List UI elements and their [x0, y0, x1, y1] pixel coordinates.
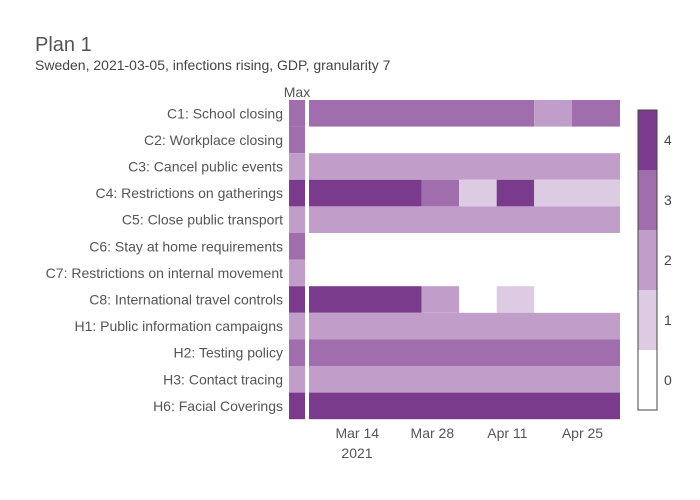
heatmap-cell: [571, 100, 620, 127]
heatmap-cell: [309, 339, 620, 366]
row-label: C2: Workplace closing: [144, 132, 283, 148]
heatmap-cell: [459, 179, 497, 207]
heatmap-cell: [534, 100, 572, 127]
row-label: C6: Stay at home requirements: [89, 238, 283, 254]
max-column-label: Max: [284, 84, 310, 100]
row-label: H2: Testing policy: [174, 345, 283, 361]
colorbar-band: [638, 290, 657, 350]
max-cell: [289, 179, 305, 207]
chart-subtitle: Sweden, 2021-03-05, infections rising, G…: [35, 57, 391, 73]
colorbar-tick-label: 0: [664, 372, 672, 388]
x-axis-ticks: Mar 14 Mar 28 Apr 11 Apr 25: [335, 425, 603, 441]
row-label: C4: Restrictions on gatherings: [95, 185, 283, 201]
colorbar: 0 1 2 3 4: [637, 109, 672, 411]
colorbar-band: [638, 230, 657, 290]
max-column: [289, 100, 305, 420]
x-tick-label: Apr 25: [562, 425, 603, 441]
heatmap-cell: [309, 286, 422, 313]
x-tick-label: Mar 28: [411, 425, 455, 441]
heatmap-cell: [309, 392, 620, 420]
row-label: C3: Cancel public events: [128, 159, 283, 175]
x-tick-label: Apr 11: [487, 425, 527, 441]
heatmap-cell: [309, 100, 535, 127]
colorbar-tick-label: 1: [664, 312, 672, 328]
heatmap-cell: [309, 153, 620, 180]
max-cell: [289, 233, 305, 260]
max-cell: [289, 339, 305, 366]
colorbar-band: [638, 110, 657, 170]
colorbar-tick-label: 2: [664, 252, 672, 268]
heatmap-cell: [534, 179, 620, 207]
colorbar-tick-label: 4: [664, 132, 672, 148]
row-label: H1: Public information campaigns: [74, 318, 283, 334]
heatmap-cell: [496, 179, 535, 207]
heatmap-cell: [496, 286, 535, 313]
max-cell: [289, 392, 305, 420]
row-label: C7: Restrictions on internal movement: [46, 265, 283, 281]
max-cell: [289, 312, 305, 340]
chart-title: Plan 1: [35, 34, 92, 56]
colorbar-outline: [637, 109, 658, 411]
x-tick-label: Mar 14: [335, 425, 379, 441]
max-cell: [289, 259, 305, 287]
heatmap-cell: [421, 179, 460, 207]
heatmap-cells: [309, 100, 620, 420]
max-cell: [289, 206, 305, 233]
row-label: C5: Close public transport: [122, 212, 283, 228]
row-labels: C1: School closing C2: Workplace closing C…: [46, 105, 283, 414]
heatmap-cell: [309, 366, 620, 393]
row-label: C1: School closing: [167, 105, 283, 121]
x-tick-year: 2021: [341, 445, 372, 461]
row-label: H3: Contact tracing: [163, 371, 283, 387]
heatmap-cell: [421, 286, 460, 313]
colorbar-band: [638, 350, 657, 410]
row-label: H6: Facial Coverings: [153, 398, 283, 414]
max-cell: [289, 366, 305, 393]
heatmap-cell: [309, 206, 620, 233]
heatmap-cell: [309, 179, 422, 207]
heatmap-cell: [309, 312, 620, 340]
colorbar-band: [638, 170, 657, 230]
max-cell: [289, 126, 305, 154]
colorbar-tick-label: 3: [664, 192, 672, 208]
row-label: C8: International travel controls: [89, 292, 283, 308]
max-cell: [289, 153, 305, 180]
max-cell: [289, 100, 305, 127]
max-cell: [289, 286, 305, 313]
